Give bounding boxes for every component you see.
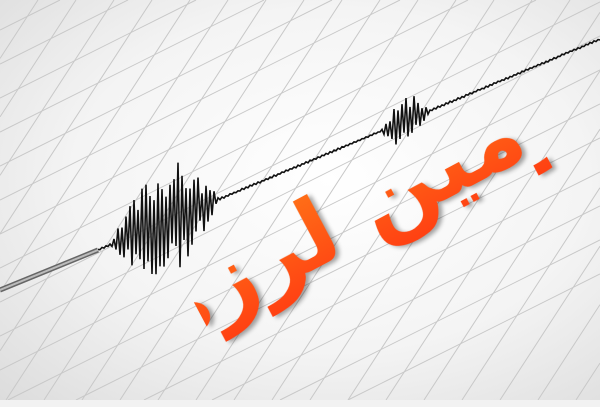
seismograph-stylus-arm-highlight — [0, 249, 99, 291]
grid-line — [423, 128, 600, 400]
grid-line — [0, 0, 153, 235]
grid-line — [575, 362, 600, 400]
grid-line — [309, 0, 571, 400]
grid-line — [0, 0, 537, 269]
grid-line — [0, 1, 600, 303]
grid-line — [385, 70, 600, 400]
grid-line — [271, 0, 533, 400]
grid-line — [0, 35, 600, 337]
grid-line — [347, 273, 600, 400]
grid-line — [0, 0, 191, 293]
seismic-wave-line — [97, 38, 600, 275]
grid-line — [75, 137, 600, 400]
grid-line — [0, 0, 401, 201]
grid-line — [7, 103, 600, 400]
grid-line — [211, 205, 600, 400]
grid-line — [461, 187, 600, 400]
grid-line — [157, 0, 419, 400]
grid-line — [279, 239, 600, 400]
grid-line — [195, 0, 457, 400]
grid-line — [0, 0, 333, 167]
grid-line — [0, 0, 229, 352]
grid-line — [81, 0, 343, 400]
grid-line — [0, 0, 129, 65]
grid-line — [0, 0, 39, 59]
grid-line — [0, 69, 600, 371]
grid-line — [0, 0, 77, 118]
grid-line — [119, 0, 381, 400]
grid-line — [143, 171, 600, 400]
grid-line — [347, 12, 600, 400]
grid-line — [0, 0, 265, 133]
grid-line — [0, 0, 469, 235]
grid-line — [0, 0, 115, 176]
grid-line — [0, 0, 197, 99]
grid-line — [0, 0, 61, 31]
grid-line — [537, 304, 600, 400]
grid-line — [499, 245, 600, 400]
